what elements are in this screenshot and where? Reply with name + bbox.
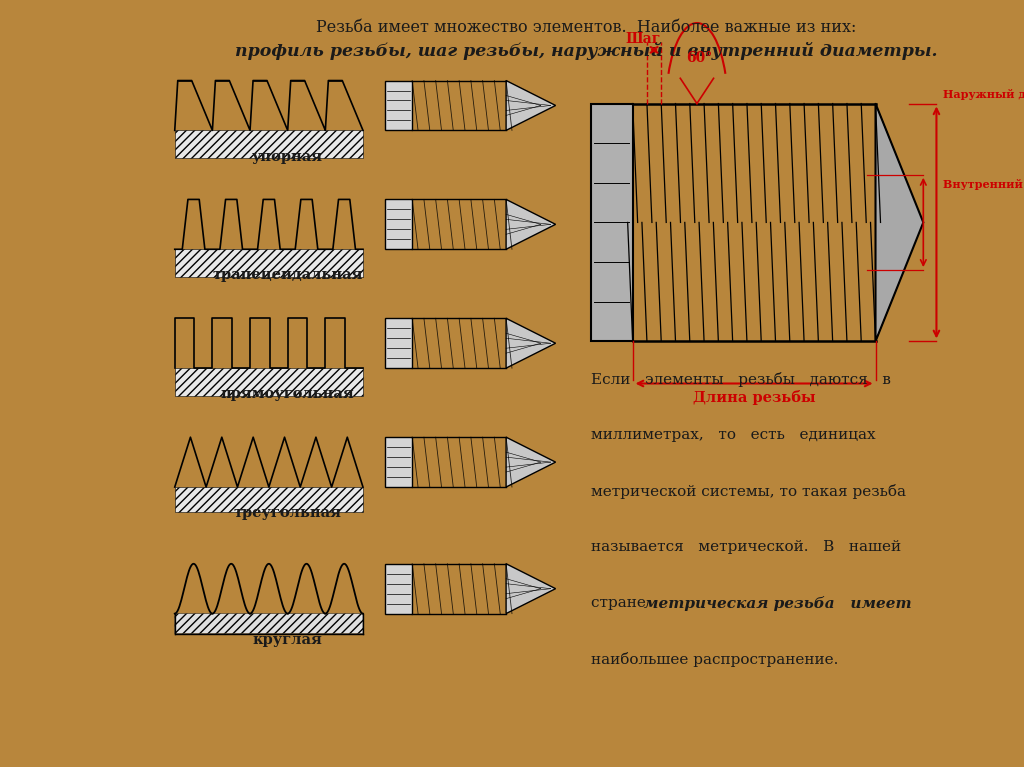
Bar	[385, 437, 413, 487]
Bar	[385, 199, 413, 249]
Text: 60°: 60°	[686, 51, 713, 65]
Polygon shape	[175, 368, 362, 396]
Text: Длина резьбы: Длина резьбы	[693, 390, 815, 405]
Polygon shape	[506, 81, 556, 130]
Bar	[385, 81, 413, 130]
Text: миллиметрах,   то   есть   единицах: миллиметрах, то есть единицах	[591, 428, 876, 442]
Text: Резьба имеет множество элементов.  Наиболее важные из них:: Резьба имеет множество элементов. Наибол…	[316, 19, 856, 36]
Polygon shape	[506, 437, 556, 487]
Bar	[385, 318, 413, 368]
Text: метрическая резьба   имеет: метрическая резьба имеет	[644, 596, 911, 611]
Polygon shape	[876, 104, 924, 341]
Polygon shape	[175, 614, 362, 634]
Text: профиль резьбы, шаг резьбы, наружный и внутренний диаметры.: профиль резьбы, шаг резьбы, наружный и в…	[234, 42, 938, 60]
Text: метрической системы, то такая резьба: метрической системы, то такая резьба	[591, 484, 905, 499]
Text: стране: стране	[591, 596, 660, 610]
Polygon shape	[175, 130, 362, 158]
Polygon shape	[506, 199, 556, 249]
Text: называется   метрической.   В   нашей: называется метрической. В нашей	[591, 540, 901, 554]
Text: Наружный диаметр: Наружный диаметр	[943, 89, 1024, 100]
Text: треугольная: треугольная	[233, 506, 342, 520]
Text: трапецеидальная: трапецеидальная	[212, 268, 362, 282]
Bar	[591, 104, 633, 341]
Bar	[385, 564, 413, 614]
Polygon shape	[175, 487, 362, 512]
Text: Шаг: Шаг	[625, 32, 660, 46]
Text: Внутренний диаметр: Внутренний диаметр	[943, 179, 1024, 189]
Text: Если   элементы   резьбы   даются   в: Если элементы резьбы даются в	[591, 372, 891, 387]
Polygon shape	[506, 564, 556, 614]
Text: наибольшее распространение.: наибольшее распространение.	[591, 652, 838, 667]
Text: упорная: упорная	[252, 150, 324, 163]
Text: круглая: круглая	[253, 633, 323, 647]
Text: прямоугольная: прямоугольная	[221, 387, 354, 401]
Polygon shape	[175, 249, 362, 277]
Polygon shape	[506, 318, 556, 368]
